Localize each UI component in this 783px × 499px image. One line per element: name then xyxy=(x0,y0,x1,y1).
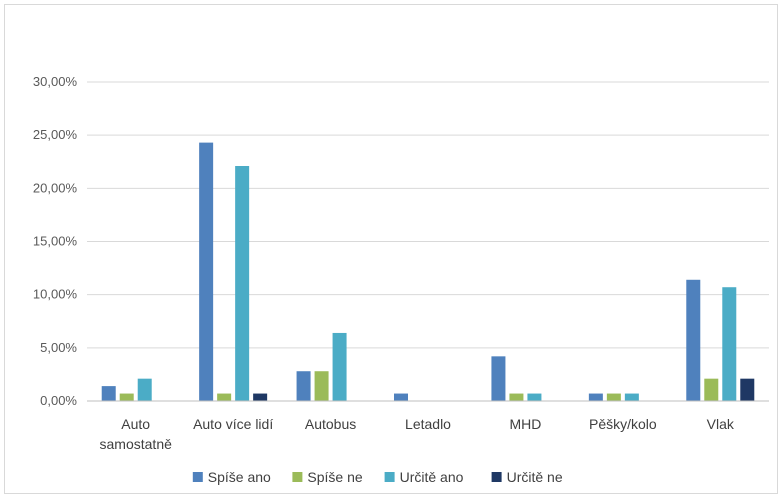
x-tick-label: Auto více lidí xyxy=(193,416,273,432)
x-tick-label: MHD xyxy=(509,416,541,432)
bar xyxy=(332,332,347,401)
bar xyxy=(394,393,408,401)
y-tick-label: 0,00% xyxy=(40,393,77,408)
bar xyxy=(588,393,603,401)
legend-swatch xyxy=(292,472,303,482)
bar xyxy=(624,393,639,401)
y-tick-label: 30,00% xyxy=(33,74,78,89)
bar xyxy=(704,378,719,401)
bar xyxy=(606,393,621,401)
bar xyxy=(137,378,152,401)
bar xyxy=(686,279,701,401)
legend: Spíše ano Spíše ne Určitě ano Určitě ne xyxy=(192,469,563,485)
legend-swatch xyxy=(491,472,502,482)
y-tick-label: 25,00% xyxy=(33,127,78,142)
gridlines xyxy=(87,81,769,349)
axes: 0,00% 5,00% 10,00% 15,00% 20,00% 25,00% 30,00%… xyxy=(33,74,769,452)
legend-label: Spíše ano xyxy=(208,469,271,485)
bar xyxy=(235,166,250,401)
legend-label: Určitě ano xyxy=(400,469,464,485)
bar xyxy=(199,142,214,402)
y-tick-label: 15,00% xyxy=(33,234,78,249)
bar xyxy=(253,393,268,401)
bar xyxy=(119,393,134,401)
legend-label: Spíše ne xyxy=(307,469,362,485)
bar xyxy=(722,287,737,401)
bar xyxy=(527,393,542,401)
bar xyxy=(491,356,506,401)
bar xyxy=(509,393,524,401)
x-tick-label: Letadlo xyxy=(405,416,451,432)
bar xyxy=(740,378,755,401)
bar xyxy=(101,386,116,401)
y-tick-label: 5,00% xyxy=(40,340,77,355)
x-tick-label: Pěšky/kolo xyxy=(589,416,657,432)
x-tick-label: samostatně xyxy=(100,436,173,452)
chart-frame: 0,00% 5,00% 10,00% 15,00% 20,00% 25,00% 30,00%… xyxy=(4,4,778,494)
bar xyxy=(296,371,311,401)
legend-swatch xyxy=(384,472,395,482)
y-tick-label: 20,00% xyxy=(33,180,78,195)
legend-swatch xyxy=(192,472,203,482)
x-tick-label: Vlak xyxy=(707,416,735,432)
x-tick-label: Auto xyxy=(121,416,150,432)
y-tick-label: 10,00% xyxy=(33,287,78,302)
x-tick-label: Autobus xyxy=(305,416,356,432)
legend-label: Určitě ne xyxy=(507,469,563,485)
chart: 0,00% 5,00% 10,00% 15,00% 20,00% 25,00% 30,00%… xyxy=(33,74,769,485)
bars xyxy=(101,142,755,402)
bar xyxy=(314,371,329,401)
bar xyxy=(217,393,232,401)
